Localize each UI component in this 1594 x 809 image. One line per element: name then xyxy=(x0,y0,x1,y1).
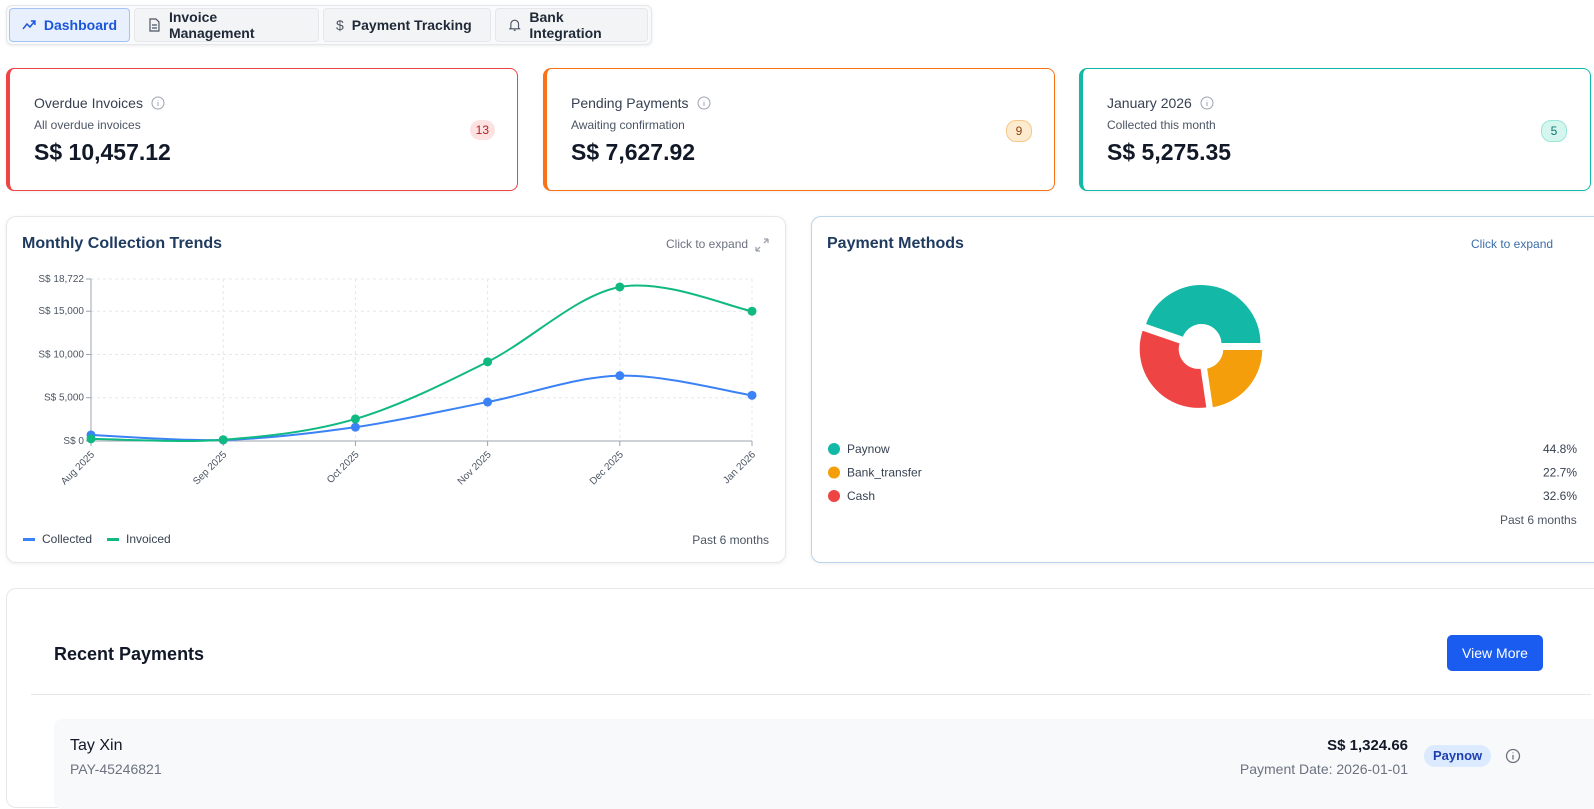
payer-name: Tay Xin xyxy=(70,737,123,754)
card-title-row: Pending Payments xyxy=(571,95,711,111)
info-icon[interactable] xyxy=(1200,96,1214,110)
expand-hint[interactable]: Click to expand xyxy=(1471,237,1554,251)
nav-bar: Dashboard Invoice Management $ Payment T… xyxy=(6,5,652,45)
tab-label: Payment Tracking xyxy=(351,17,472,33)
icon xyxy=(22,20,36,30)
stat-card: Overdue Invoices All overdue invoices S$… xyxy=(6,68,518,191)
x-tick-label: Nov 2025 xyxy=(456,449,494,487)
card-amount: S$ 10,457.12 xyxy=(34,139,171,165)
icon: $ xyxy=(336,17,344,33)
y-tick-label: S$ 5,000 xyxy=(44,393,84,404)
x-tick-label: Jan 2026 xyxy=(721,449,758,486)
view-more-button[interactable]: View More xyxy=(1447,635,1543,671)
data-point xyxy=(747,390,757,400)
nav-tab[interactable]: Invoice Management xyxy=(134,8,319,42)
icon xyxy=(508,19,521,31)
tab-label: Bank Integration xyxy=(529,9,602,41)
legend-dot xyxy=(828,490,840,502)
payment-id: PAY-45246821 xyxy=(70,761,162,777)
stat-card: Pending Payments Awaiting confirmation S… xyxy=(543,68,1055,191)
y-tick-label: S$ 15,000 xyxy=(38,306,84,317)
pie-slice xyxy=(1143,283,1263,346)
chart-footnote: Past 6 months xyxy=(1500,513,1577,527)
y-tick-label: S$ 18,722 xyxy=(38,274,84,285)
expand-icon[interactable] xyxy=(754,237,770,253)
y-tick-label: S$ 0 xyxy=(63,436,84,447)
info-icon[interactable] xyxy=(1505,748,1521,764)
data-point xyxy=(483,397,493,407)
stat-card: January 2026 Collected this month S$ 5,2… xyxy=(1079,68,1591,191)
data-point xyxy=(86,434,96,444)
badge: 9 xyxy=(1006,120,1032,142)
line-chart: S$ 0 S$ 5,000 S$ 10,000 S$ 15,000 S$ 18,722 A… xyxy=(23,274,758,546)
badge: 13 xyxy=(469,120,495,140)
badge: 5 xyxy=(1541,120,1567,142)
x-tick-label: Aug 2025 xyxy=(59,449,97,487)
pie-slice xyxy=(1204,347,1265,410)
data-point xyxy=(483,357,493,367)
section-title: Recent Payments xyxy=(54,644,205,664)
data-point xyxy=(615,371,625,381)
data-point xyxy=(747,306,757,316)
chart-title: Monthly Collection Trends xyxy=(22,235,223,252)
recent-payments: Recent Payments View More Tay Xin PAY-45… xyxy=(6,588,1594,809)
data-point xyxy=(350,414,360,424)
nav-tab[interactable]: Dashboard xyxy=(9,8,130,42)
data-point xyxy=(615,282,625,292)
payment-row[interactable]: Tay Xin PAY-45246821 S$ 1,324.66 Payment… xyxy=(54,719,1594,809)
pie-chart-card[interactable]: Payment Methods Click to expand Paynow 44… xyxy=(811,216,1594,563)
chart-footnote: Past 6 months xyxy=(692,533,769,547)
legend-label: Cash xyxy=(847,489,875,503)
card-title-row: Overdue Invoices xyxy=(34,95,165,111)
card-title: Pending Payments xyxy=(571,95,689,111)
payment-amount: S$ 1,324.66 xyxy=(1327,737,1408,754)
x-tick-label: Dec 2025 xyxy=(588,449,626,487)
chart-title: Payment Methods xyxy=(827,235,964,252)
legend-swatch xyxy=(107,538,119,541)
legend-label: Invoiced xyxy=(126,532,171,546)
method-badge: Paynow xyxy=(1424,745,1492,767)
payment-date: Payment Date: 2026-01-01 xyxy=(1239,761,1408,777)
card-subtitle: All overdue invoices xyxy=(34,118,141,132)
x-tick-label: Sep 2025 xyxy=(191,449,229,487)
card-title-row: January 2026 xyxy=(1107,95,1214,111)
legend-dot xyxy=(828,443,840,455)
nav-tab[interactable]: $ Payment Tracking xyxy=(323,8,491,42)
card-amount: S$ 5,275.35 xyxy=(1107,139,1232,165)
value-label: 32.6% xyxy=(1543,489,1577,503)
legend-label: Bank_transfer xyxy=(847,466,922,480)
card-title: January 2026 xyxy=(1107,95,1192,111)
info-icon[interactable] xyxy=(697,96,711,110)
nav-tab[interactable]: Bank Integration xyxy=(495,8,648,42)
legend-label: Collected xyxy=(42,532,92,546)
data-point xyxy=(218,435,228,445)
card-amount: S$ 7,627.92 xyxy=(571,139,696,165)
icon xyxy=(149,18,160,32)
tab-label: Invoice Management xyxy=(168,9,255,41)
tab-label: Dashboard xyxy=(43,17,117,33)
legend-label: Paynow xyxy=(847,442,890,456)
expand-hint[interactable]: Click to expand xyxy=(666,237,749,251)
legend-swatch xyxy=(23,538,35,541)
series-line xyxy=(90,374,753,442)
info-icon[interactable] xyxy=(151,96,165,110)
series-line xyxy=(90,284,753,442)
card-subtitle: Awaiting confirmation xyxy=(571,118,685,132)
value-label: 22.7% xyxy=(1543,466,1577,480)
data-point xyxy=(350,422,360,432)
divider xyxy=(31,694,1591,695)
value-label: 44.8% xyxy=(1543,442,1577,456)
pie-chart: Paynow 44.8% Bank_transfer 22.7% Cash 32.6% xyxy=(828,283,1577,503)
x-tick-label: Oct 2025 xyxy=(325,449,362,486)
y-tick-label: S$ 10,000 xyxy=(38,349,84,360)
line-chart-card[interactable]: Monthly Collection Trends Click to expan… xyxy=(6,216,786,563)
card-title: Overdue Invoices xyxy=(34,95,143,111)
legend-dot xyxy=(828,466,840,479)
card-subtitle: Collected this month xyxy=(1107,118,1216,132)
pie-slice xyxy=(1137,328,1209,410)
